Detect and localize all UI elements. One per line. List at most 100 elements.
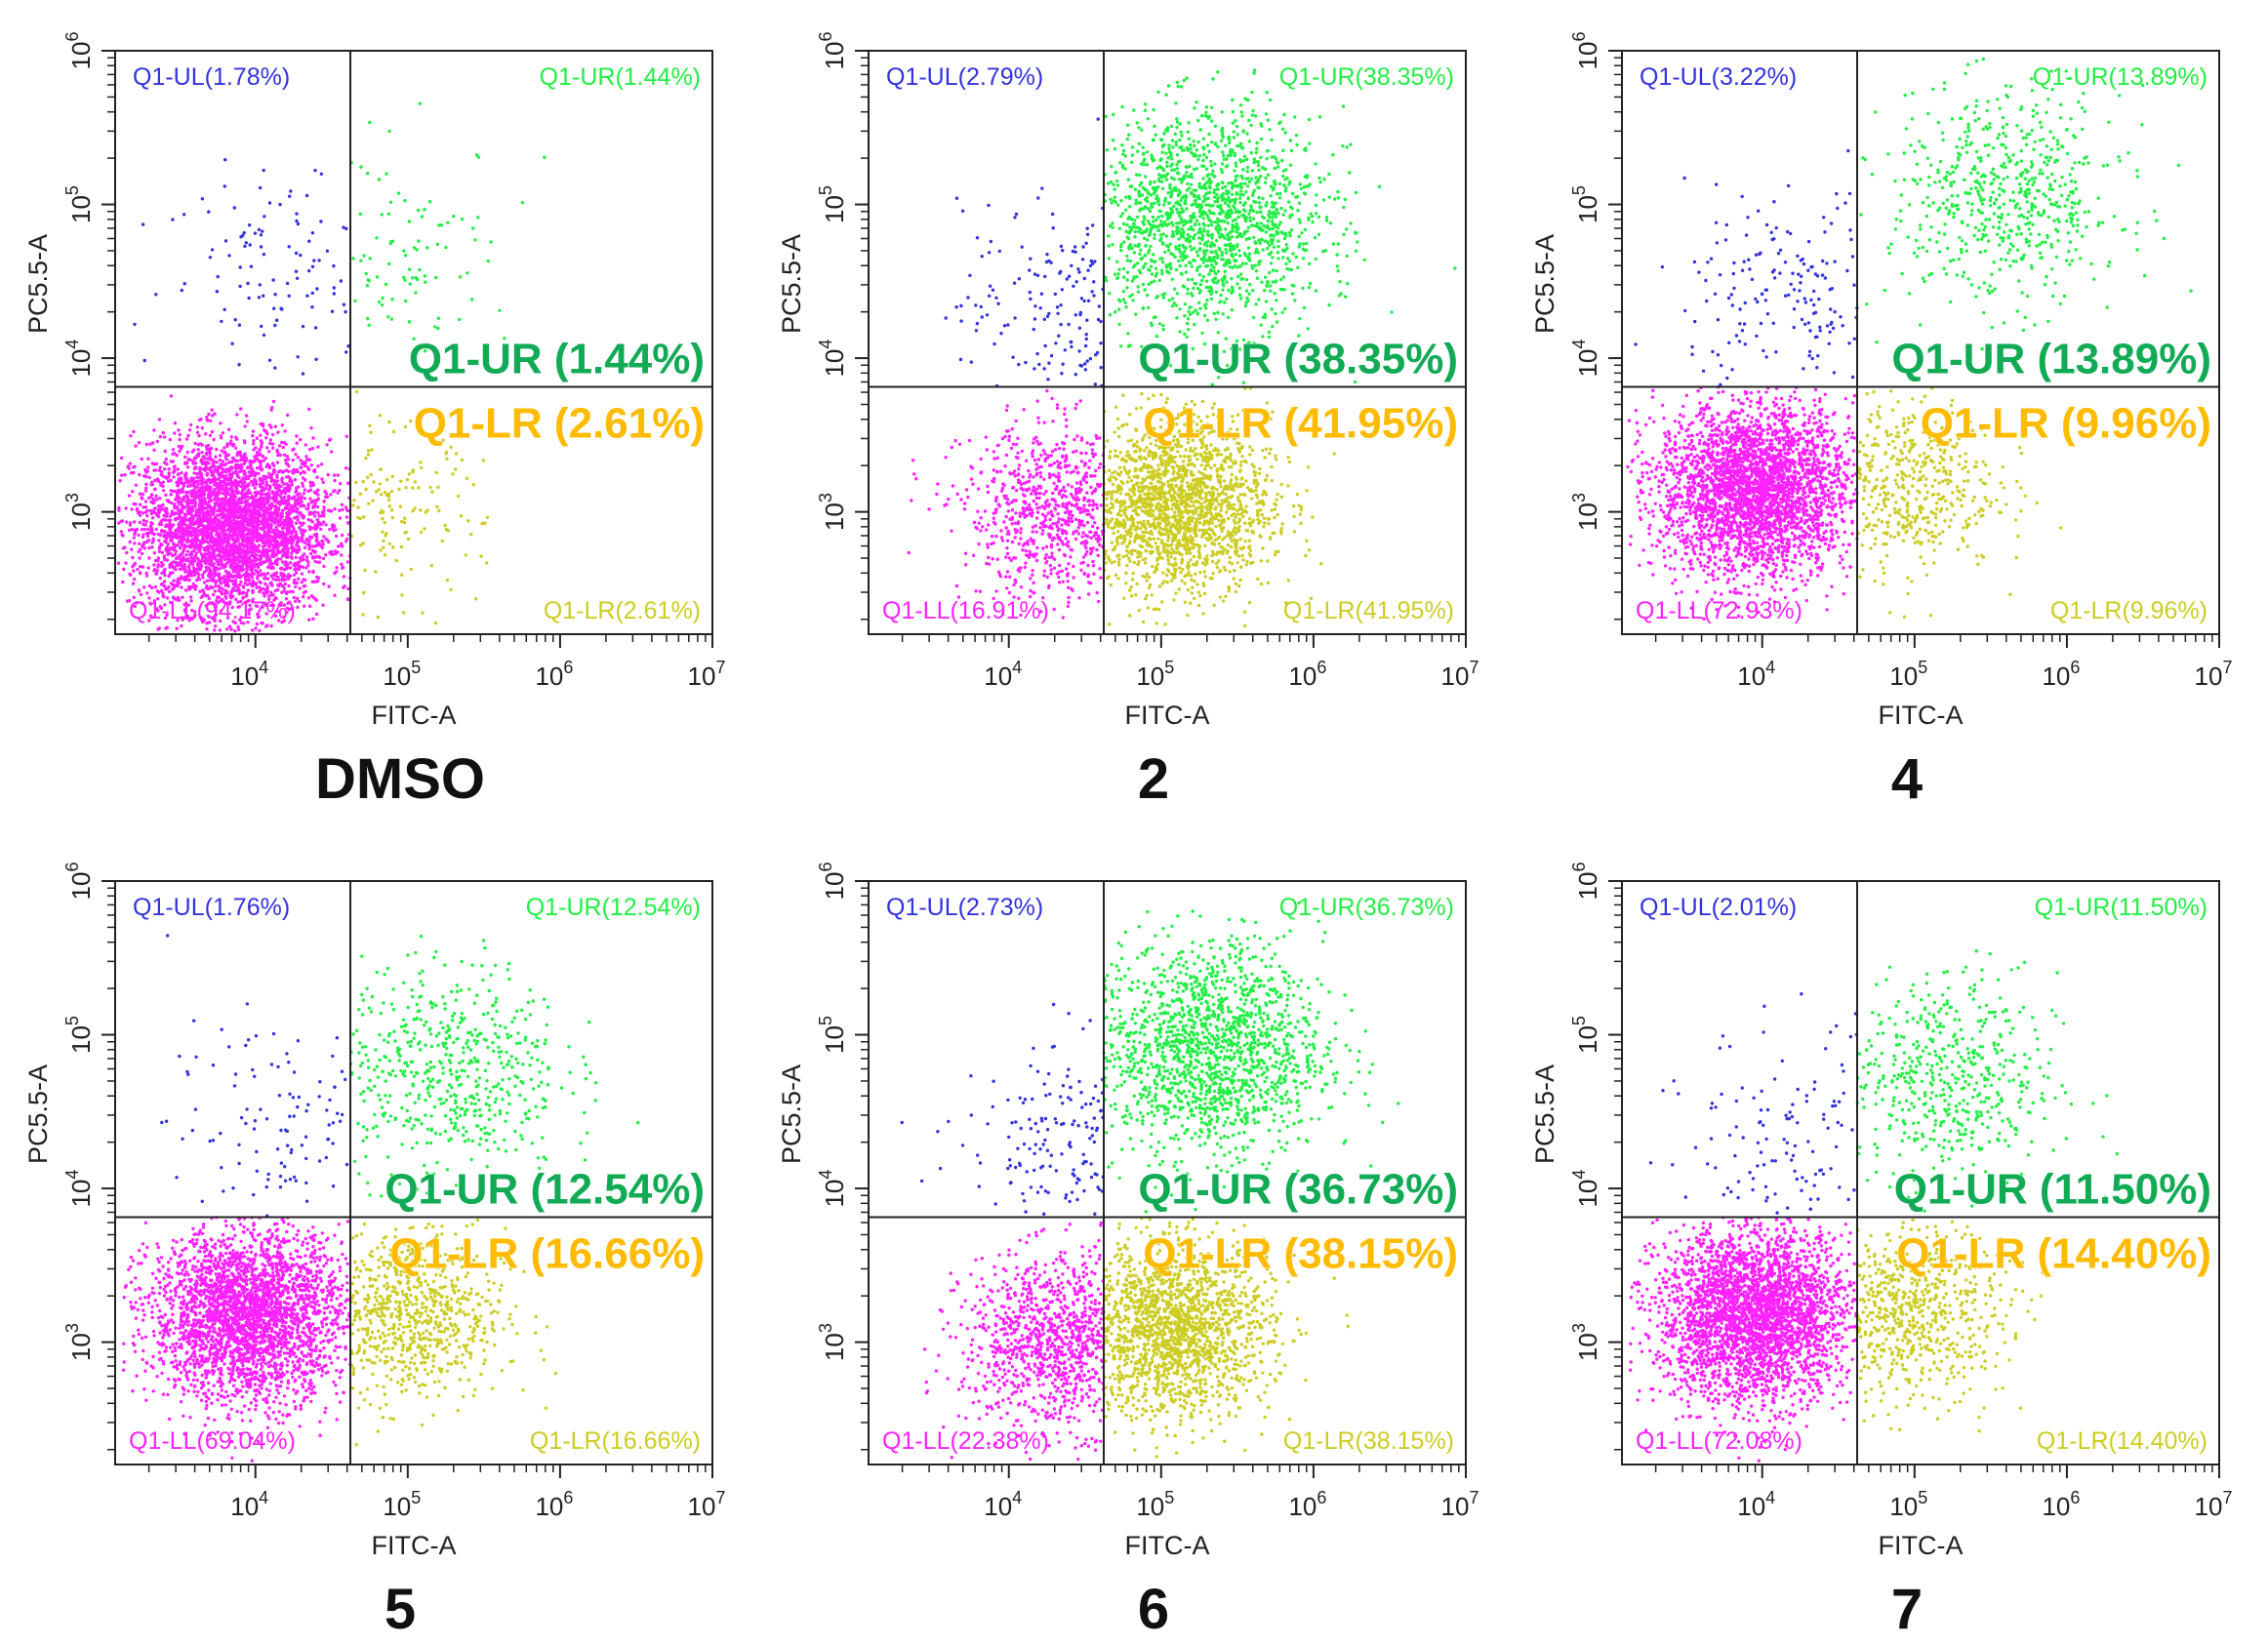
data-point [177, 477, 182, 481]
data-point [256, 457, 260, 461]
data-point [233, 482, 237, 486]
data-point [234, 446, 238, 450]
data-point [1072, 564, 1075, 569]
data-point [169, 535, 174, 539]
data-point [251, 504, 255, 509]
data-point [176, 500, 181, 503]
data-point [226, 521, 230, 525]
data-point [451, 472, 455, 476]
data-point [198, 465, 202, 469]
data-point [543, 155, 547, 159]
data-point [249, 459, 253, 463]
data-point [176, 472, 181, 477]
data-point [321, 603, 325, 607]
data-point [279, 535, 284, 540]
data-point [158, 434, 163, 439]
data-point [187, 428, 192, 432]
data-point [163, 567, 167, 572]
data-point [498, 308, 502, 312]
data-point [251, 529, 256, 534]
data-point [1048, 524, 1053, 528]
data-point [244, 241, 248, 245]
data-point [289, 189, 293, 193]
data-point [165, 511, 170, 515]
data-point [197, 578, 202, 582]
data-point [290, 551, 294, 555]
data-point [195, 579, 199, 582]
data-point [147, 545, 151, 550]
data-point [273, 561, 277, 565]
data-point [270, 432, 275, 437]
data-point [273, 507, 278, 511]
data-point [339, 482, 343, 486]
data-point [322, 535, 326, 539]
data-point [1091, 442, 1095, 446]
data-point [264, 531, 269, 536]
data-point [236, 480, 240, 485]
data-point [206, 505, 210, 510]
data-point [485, 561, 489, 565]
data-point [1018, 514, 1023, 518]
data-point [290, 546, 294, 550]
data-point [258, 585, 262, 589]
data-point [1066, 604, 1071, 609]
data-point [344, 309, 347, 314]
data-point [290, 483, 294, 487]
data-point [1011, 442, 1016, 446]
data-point [269, 574, 273, 579]
data-point [166, 552, 170, 557]
data-point [239, 497, 244, 502]
data-point [262, 253, 266, 257]
data-point [272, 306, 276, 310]
data-point [1016, 436, 1020, 440]
data-point [275, 475, 279, 479]
data-point [251, 572, 255, 577]
data-point [187, 508, 191, 512]
data-point [205, 415, 209, 420]
data-point [236, 507, 240, 511]
data-point [251, 549, 255, 553]
data-point [296, 355, 300, 359]
data-point [177, 428, 181, 432]
data-point [224, 470, 228, 474]
data-point [263, 573, 267, 577]
data-point [236, 527, 240, 531]
data-point [321, 542, 325, 546]
data-point [163, 603, 167, 607]
data-point [223, 474, 228, 478]
data-point [249, 471, 254, 475]
x-tick-label: 104 [230, 658, 268, 691]
data-point [316, 555, 321, 559]
data-point [339, 279, 344, 283]
data-point [307, 618, 311, 622]
data-point [1035, 545, 1039, 550]
data-point [336, 550, 340, 554]
data-point [214, 455, 218, 459]
data-point [223, 591, 227, 595]
data-point [259, 233, 263, 237]
data-point [910, 499, 913, 502]
data-point [243, 492, 247, 497]
data-point [128, 540, 132, 544]
data-point [197, 573, 201, 577]
data-point [1022, 408, 1026, 412]
data-point [277, 578, 281, 582]
data-point [148, 508, 152, 513]
data-point [219, 462, 223, 466]
data-point [1070, 586, 1073, 591]
data-point [127, 494, 132, 498]
data-point [118, 479, 122, 483]
data-point [212, 567, 217, 571]
data-point [169, 539, 174, 542]
data-point [243, 509, 247, 513]
data-point [285, 555, 289, 559]
data-point [210, 469, 215, 473]
data-point [473, 238, 477, 242]
data-point [243, 500, 247, 503]
data-point [446, 529, 450, 533]
data-point [250, 569, 254, 574]
data-point [1061, 580, 1066, 583]
data-point [183, 558, 187, 562]
data-point [162, 580, 167, 583]
data-point [194, 584, 198, 588]
